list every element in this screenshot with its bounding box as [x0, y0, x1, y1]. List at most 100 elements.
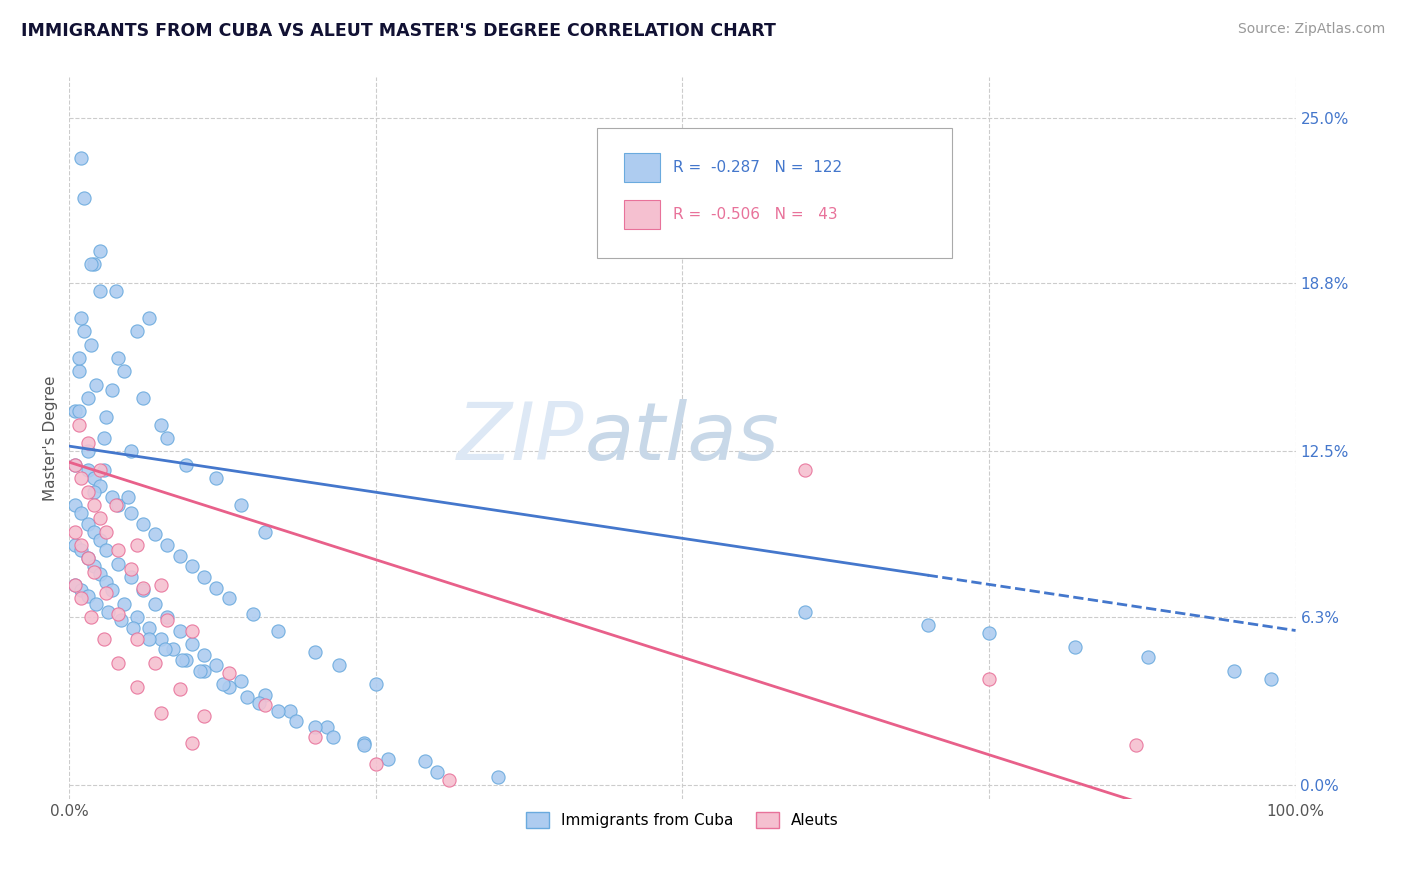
- Point: [76, 484, 98, 499]
- Point: [488, 771, 510, 785]
- Point: [229, 498, 252, 512]
- Point: [254, 524, 277, 539]
- Point: [80, 337, 103, 351]
- Point: [94, 543, 117, 558]
- Point: [107, 498, 129, 512]
- Point: [65, 498, 87, 512]
- Point: [83, 524, 105, 539]
- Point: [322, 731, 344, 745]
- Point: [205, 581, 228, 595]
- Point: [174, 653, 197, 667]
- Point: [285, 714, 308, 729]
- Point: [1125, 739, 1147, 753]
- Point: [211, 677, 233, 691]
- Point: [794, 463, 817, 477]
- Point: [76, 516, 98, 531]
- Point: [101, 383, 124, 397]
- Point: [76, 444, 98, 458]
- Point: [84, 377, 107, 392]
- Point: [205, 658, 228, 673]
- Point: [112, 597, 135, 611]
- Point: [65, 538, 87, 552]
- Point: [1137, 650, 1160, 665]
- Point: [1063, 640, 1085, 654]
- Point: [94, 409, 117, 424]
- Point: [125, 324, 148, 338]
- Point: [190, 664, 212, 678]
- Point: [169, 549, 191, 563]
- Point: [193, 664, 215, 678]
- Point: [83, 498, 105, 512]
- Point: [180, 736, 202, 750]
- Point: [107, 351, 129, 365]
- Point: [107, 543, 129, 558]
- Point: [150, 578, 173, 592]
- Point: [67, 364, 90, 378]
- Point: [70, 591, 93, 606]
- Point: [304, 720, 326, 734]
- Point: [97, 605, 120, 619]
- Point: [413, 755, 436, 769]
- Point: [236, 690, 259, 705]
- Point: [143, 656, 166, 670]
- Point: [107, 607, 129, 622]
- Point: [132, 516, 155, 531]
- Point: [93, 632, 115, 646]
- Point: [76, 463, 98, 477]
- Point: [138, 621, 160, 635]
- Point: [218, 591, 240, 606]
- Point: [917, 618, 939, 632]
- Point: [132, 391, 155, 405]
- Point: [83, 471, 105, 485]
- Text: Source: ZipAtlas.com: Source: ZipAtlas.com: [1237, 22, 1385, 37]
- Point: [174, 458, 197, 472]
- Point: [65, 524, 87, 539]
- Text: IMMIGRANTS FROM CUBA VS ALEUT MASTER'S DEGREE CORRELATION CHART: IMMIGRANTS FROM CUBA VS ALEUT MASTER'S D…: [21, 22, 776, 40]
- Text: atlas: atlas: [585, 399, 779, 477]
- Point: [117, 490, 139, 504]
- Point: [304, 645, 326, 659]
- Point: [156, 613, 179, 627]
- Point: [112, 364, 135, 378]
- Point: [65, 458, 87, 472]
- Point: [1260, 672, 1282, 686]
- Point: [150, 706, 173, 721]
- Text: R =  -0.287   N =  122: R = -0.287 N = 122: [672, 160, 842, 175]
- Point: [65, 404, 87, 418]
- Point: [107, 557, 129, 571]
- Point: [94, 524, 117, 539]
- Point: [218, 666, 240, 681]
- Point: [193, 648, 215, 662]
- Point: [67, 351, 90, 365]
- Point: [83, 559, 105, 574]
- Point: [104, 284, 127, 298]
- Point: [70, 583, 93, 598]
- Point: [67, 404, 90, 418]
- Point: [83, 257, 105, 271]
- FancyBboxPatch shape: [596, 128, 952, 258]
- Text: R =  -0.506   N =   43: R = -0.506 N = 43: [672, 207, 837, 222]
- Point: [143, 597, 166, 611]
- Point: [193, 570, 215, 584]
- Point: [93, 463, 115, 477]
- Point: [242, 607, 264, 622]
- Point: [143, 527, 166, 541]
- Point: [247, 696, 270, 710]
- Point: [267, 624, 290, 638]
- Point: [267, 704, 290, 718]
- Point: [76, 391, 98, 405]
- Point: [278, 704, 301, 718]
- Point: [70, 471, 93, 485]
- Point: [125, 538, 148, 552]
- Point: [70, 310, 93, 325]
- Point: [122, 621, 145, 635]
- Point: [138, 310, 160, 325]
- Point: [304, 731, 326, 745]
- Point: [180, 637, 202, 651]
- Point: [120, 444, 142, 458]
- Point: [76, 436, 98, 450]
- Point: [169, 682, 191, 697]
- Point: [89, 479, 111, 493]
- Point: [162, 642, 184, 657]
- Point: [89, 533, 111, 547]
